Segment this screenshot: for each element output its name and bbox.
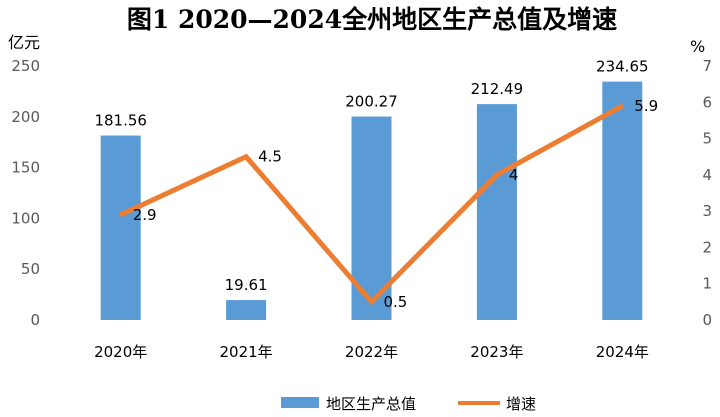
line-point	[370, 300, 373, 304]
x-tick-label: 2023年	[470, 343, 523, 361]
bar-series	[100, 81, 643, 320]
legend-swatch-bar	[281, 397, 319, 408]
line-data-label: 5.9	[634, 97, 658, 115]
y2-tick-label: 5	[702, 130, 712, 148]
legend-label-bar: 地区生产总值	[326, 395, 416, 413]
y2-tick-label: 1	[702, 275, 712, 293]
x-tick-label: 2020年	[94, 343, 147, 361]
y2-tick-label: 2	[702, 238, 712, 256]
x-tick-label: 2022年	[345, 343, 398, 361]
line-series	[119, 103, 624, 306]
line-data-label: 4.5	[258, 148, 282, 166]
legend-label-line: 增速	[506, 395, 536, 413]
line-data-label: 0.5	[384, 293, 408, 311]
x-tick-label: 2021年	[220, 343, 273, 361]
y2-tick-label: 4	[702, 166, 712, 184]
line-point	[495, 173, 499, 177]
line-data-label: 2.9	[133, 206, 157, 224]
line-point	[620, 104, 624, 108]
x-tick-label: 2024年	[596, 343, 649, 361]
bar-data-label: 181.56	[94, 112, 147, 130]
y-tick-label: 100	[11, 209, 40, 227]
bar	[476, 104, 517, 320]
line-point	[244, 155, 248, 159]
y2-tick-label: 7	[702, 57, 712, 75]
bar	[100, 135, 141, 320]
y-axis: 0 50 100 150 200 250	[11, 57, 40, 329]
y-axis-unit: 亿元	[8, 33, 40, 52]
bar-data-label: 212.49	[471, 80, 524, 98]
y-tick-label: 250	[11, 57, 40, 75]
y-tick-label: 200	[11, 108, 40, 126]
bar	[602, 81, 643, 320]
y-tick-label: 0	[30, 311, 40, 329]
bar-data-label: 234.65	[596, 58, 649, 76]
bar-data-label: 19.61	[225, 276, 268, 294]
bar-data-label: 200.27	[345, 93, 398, 111]
y-tick-label: 150	[11, 159, 40, 177]
y2-tick-label: 3	[702, 202, 712, 220]
line-point	[119, 213, 123, 217]
y2-axis: 0 1 2 3 4 5 6 7	[702, 57, 712, 329]
y2-axis-unit: %	[690, 37, 705, 56]
chart-title: 图1 2020—2024全州地区生产总值及增速	[127, 5, 617, 34]
line-data-label: 4	[509, 166, 519, 184]
x-axis: 2020年 2021年 2022年 2023年 2024年	[94, 343, 649, 361]
bar	[226, 300, 267, 320]
line-data-labels: 2.9 4.5 0.5 4 5.9	[133, 97, 658, 311]
y2-tick-label: 0	[702, 311, 712, 329]
legend: 地区生产总值 增速	[281, 395, 536, 413]
y-tick-label: 50	[21, 260, 40, 278]
bar-data-labels: 181.56 19.61 200.27 212.49 234.65	[94, 58, 648, 294]
y2-tick-label: 6	[702, 93, 712, 111]
